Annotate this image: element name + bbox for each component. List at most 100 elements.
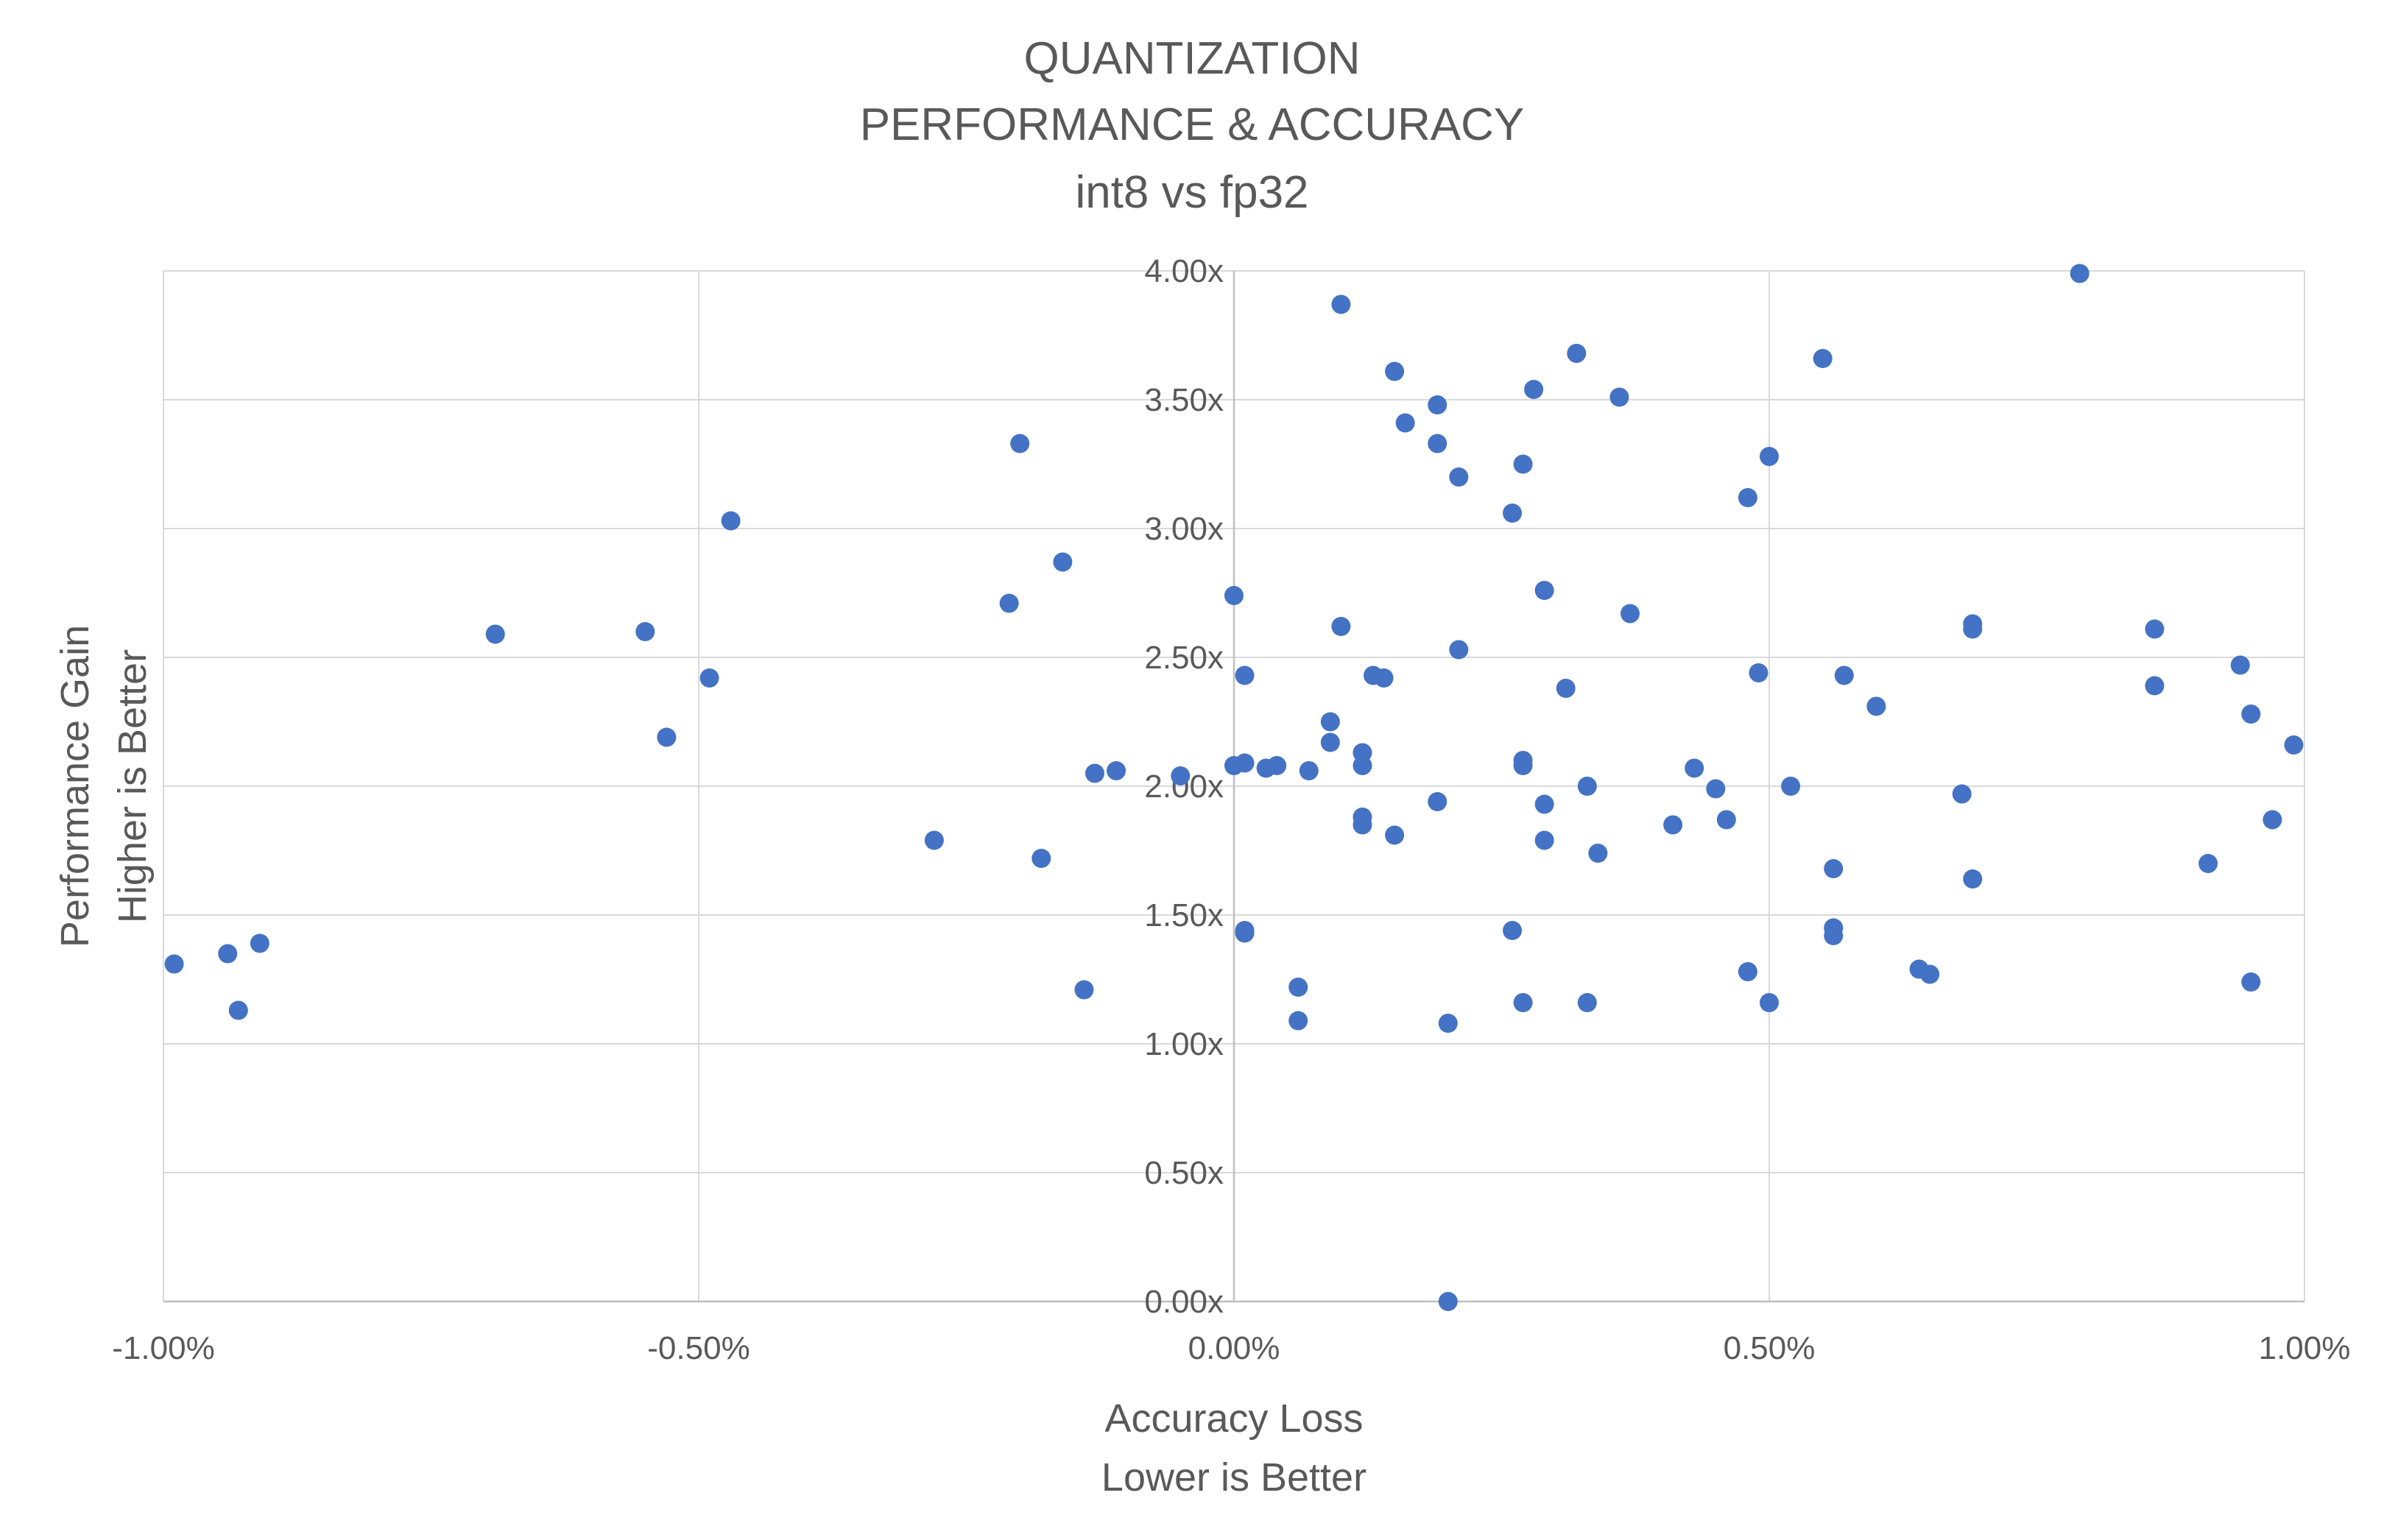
data-point <box>1438 1292 1458 1311</box>
data-point <box>1513 756 1533 775</box>
data-point <box>1963 869 1983 889</box>
data-point <box>1524 380 1544 399</box>
data-point <box>1074 980 1094 1000</box>
data-point <box>1374 668 1394 688</box>
x-axis-title-line: Accuracy Loss <box>1104 1396 1363 1441</box>
data-point <box>1331 617 1351 636</box>
y-tick-label: 0.50x <box>1144 1155 1224 1191</box>
data-point <box>1320 712 1340 732</box>
x-axis-title-line: Lower is Better <box>1101 1455 1366 1500</box>
data-point <box>1834 665 1854 685</box>
data-point <box>1534 794 1554 814</box>
data-point <box>1428 395 1447 414</box>
x-tick-label: 0.00% <box>1188 1330 1280 1366</box>
data-point <box>699 668 719 688</box>
data-point <box>1320 732 1340 752</box>
data-point <box>1556 679 1576 698</box>
data-point <box>1534 830 1554 850</box>
data-point <box>1567 344 1587 363</box>
data-point <box>1395 413 1415 433</box>
data-point <box>1609 387 1629 407</box>
data-points <box>164 264 2304 1311</box>
data-point <box>1031 849 1051 868</box>
data-point <box>2230 655 2250 675</box>
data-point <box>1534 581 1554 600</box>
data-point <box>1663 815 1683 835</box>
data-point <box>1952 784 1972 804</box>
data-point <box>1685 758 1704 778</box>
data-point <box>1449 640 1469 660</box>
data-point <box>1577 777 1597 796</box>
data-point <box>1288 978 1308 997</box>
data-point <box>999 593 1019 613</box>
x-axis-title: Accuracy Loss Lower is Better <box>1101 1396 1366 1500</box>
data-point <box>1053 552 1073 572</box>
data-point <box>1620 604 1640 624</box>
x-tick-label: 0.50% <box>1724 1330 1816 1366</box>
data-point <box>1738 962 1757 981</box>
data-point <box>1385 361 1405 381</box>
data-point <box>485 624 505 644</box>
data-point <box>1107 761 1126 780</box>
data-point <box>721 511 741 531</box>
data-point <box>1503 504 1523 523</box>
data-point <box>1428 792 1447 811</box>
data-point <box>1288 1011 1308 1031</box>
data-point <box>1513 993 1533 1012</box>
data-point <box>1449 467 1469 487</box>
data-point <box>1235 753 1255 773</box>
data-point <box>1503 921 1523 940</box>
data-point <box>2145 619 2165 639</box>
data-point <box>2198 854 2218 873</box>
chart-title-line: PERFORMANCE & ACCURACY <box>860 99 1525 150</box>
data-point <box>657 727 677 747</box>
data-point <box>1267 756 1287 775</box>
data-point <box>1824 926 1844 945</box>
y-tick-label: 4.00x <box>1144 253 1224 289</box>
data-point <box>1331 294 1351 314</box>
data-point <box>2070 264 2089 283</box>
y-axis-title-line: Performance Gain <box>53 625 97 947</box>
chart-title: QUANTIZATION PERFORMANCE & ACCURACY int8 v… <box>860 33 1525 218</box>
data-point <box>1224 586 1244 605</box>
data-point <box>1385 825 1405 845</box>
y-tick-label: 3.00x <box>1144 511 1224 547</box>
data-point <box>1353 756 1372 775</box>
data-point <box>1438 1014 1458 1033</box>
data-point <box>2263 810 2282 830</box>
data-point <box>1428 434 1447 453</box>
data-point <box>1513 454 1533 474</box>
data-point <box>1171 766 1191 785</box>
data-point <box>1760 993 1779 1012</box>
data-point <box>1760 447 1779 466</box>
y-tick-label: 3.50x <box>1144 382 1224 418</box>
x-tick-label: -0.50% <box>647 1330 750 1366</box>
data-point <box>1920 964 1940 984</box>
y-axis-title-line: Higher is Better <box>110 649 155 923</box>
chart-title-line: QUANTIZATION <box>1024 33 1361 84</box>
data-point <box>1299 761 1319 780</box>
data-point <box>2241 704 2261 724</box>
data-point <box>1010 434 1030 453</box>
data-point <box>1235 923 1255 943</box>
data-point <box>1866 696 1886 716</box>
data-point <box>924 830 944 850</box>
x-tick-label: 1.00% <box>2259 1330 2351 1366</box>
x-tick-label: -1.00% <box>112 1330 214 1366</box>
data-point <box>635 622 655 641</box>
data-point <box>1706 779 1726 799</box>
data-point <box>1963 619 1983 639</box>
data-point <box>2241 972 2261 992</box>
data-point <box>1577 993 1597 1012</box>
data-point <box>1824 859 1844 878</box>
chart-title-line: int8 vs fp32 <box>1075 167 1308 218</box>
data-point <box>1588 844 1608 863</box>
data-point <box>1716 810 1736 830</box>
data-point <box>228 1000 248 1020</box>
data-point <box>250 933 269 953</box>
data-point <box>1353 815 1372 835</box>
data-point <box>1813 349 1833 368</box>
data-point <box>1085 763 1104 783</box>
